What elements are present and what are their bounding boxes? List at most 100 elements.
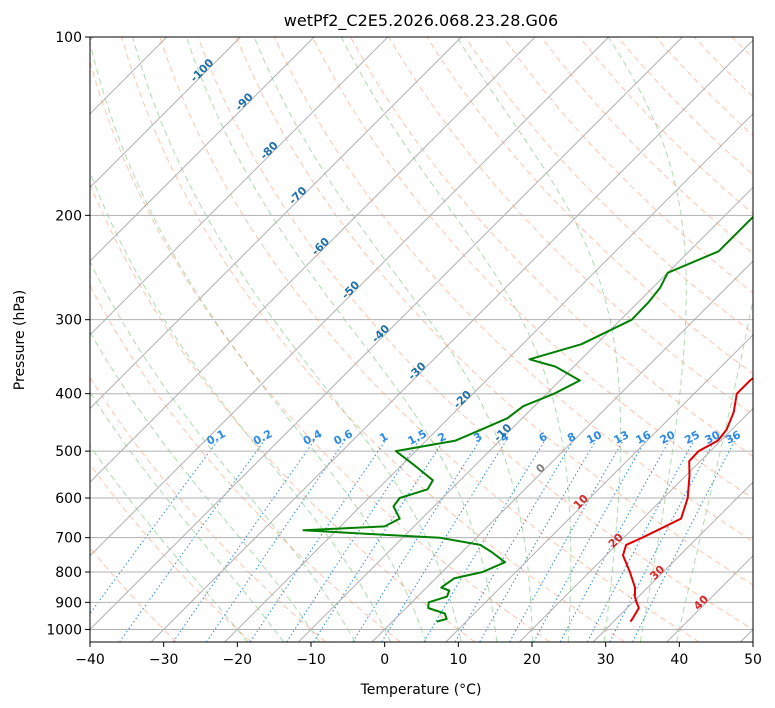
- mixing-ratio-line: [205, 440, 346, 642]
- isotherm-line: [592, 481, 753, 642]
- mixing-ratio-label: 1: [377, 430, 390, 445]
- dry-adiabat: [617, 37, 753, 176]
- dry-adiabat: [90, 60, 551, 642]
- isotherm-line: [666, 555, 753, 642]
- mixing-ratio-line: [533, 440, 646, 642]
- dry-adiabat: [655, 37, 753, 137]
- isotherm-label: 30: [647, 563, 667, 583]
- mixing-ratio-line: [172, 440, 315, 642]
- isotherm-label: -90: [233, 90, 256, 113]
- mixing-ratio-label: 10: [584, 428, 604, 447]
- isotherm-label: -50: [339, 278, 362, 301]
- moist-adiabat: [186, 37, 498, 642]
- isotherm-label: -40: [369, 322, 392, 345]
- temperature-profile-line: [622, 376, 753, 623]
- moist-adiabat: [90, 330, 320, 642]
- plot-frame: [89, 36, 754, 643]
- isotherm-line: [519, 407, 753, 642]
- mixing-ratio-label: 13: [612, 428, 632, 447]
- y-axis-label: Pressure (hPa): [12, 290, 28, 390]
- dry-adiabats: [90, 37, 753, 642]
- y-tick-label: 400: [55, 387, 82, 403]
- isotherm-line: [90, 37, 462, 410]
- isotherm-label: -20: [451, 388, 474, 411]
- isotherm-label: 40: [691, 592, 711, 612]
- y-axis-ticks: 100 200 300 400 500 600 700 800 900 1000: [46, 30, 90, 638]
- mixing-ratio-line: [586, 440, 695, 642]
- x-axis-ticks: −40 −30 −20 −10 0 10 20 30 40 50: [75, 642, 762, 668]
- dry-adiabat: [90, 182, 476, 642]
- mixing-ratio-line: [90, 440, 219, 615]
- x-tick-label: 30: [597, 652, 615, 668]
- y-tick-label: 300: [55, 313, 82, 329]
- mixing-ratio-line: [119, 440, 265, 642]
- y-tick-label: 100: [55, 30, 82, 46]
- y-tick-label: 600: [55, 491, 82, 507]
- isotherm-line: [371, 260, 753, 642]
- moist-adiabat: [608, 37, 687, 642]
- moist-adiabat: [676, 296, 753, 642]
- plot-area: 0.1 0.2 0.4 0.6 1 1.5 2 3 4 6 8 10 13 16 20 25 30 36-100-…: [90, 37, 753, 642]
- isotherm-line: [90, 37, 389, 336]
- isotherm-line: [445, 334, 753, 642]
- moist-adiabat: [253, 37, 533, 642]
- mixing-ratio-line: [479, 440, 597, 642]
- isotherm-line: [740, 628, 753, 642]
- mixing-ratio-label: 0.1: [204, 427, 227, 448]
- dry-adiabat: [197, 37, 753, 630]
- moist-adiabat: [340, 37, 572, 642]
- moist-adiabat: [90, 40, 427, 642]
- dry-adiabat: [388, 37, 753, 416]
- y-tick-label: 700: [55, 531, 82, 547]
- isotherm-line: [298, 186, 753, 642]
- mixing-ratio-label: 0.2: [251, 427, 274, 448]
- dry-adiabat: [159, 37, 700, 642]
- x-tick-label: 20: [523, 652, 541, 668]
- dry-adiabat: [90, 376, 327, 642]
- isotherm-line: [90, 37, 536, 483]
- x-tick-label: −40: [75, 652, 105, 668]
- x-tick-label: 10: [449, 652, 467, 668]
- dry-adiabat: [502, 37, 753, 294]
- mixing-ratio-line: [381, 440, 507, 642]
- dry-adiabat: [464, 37, 753, 334]
- mixing-ratio-label: 20: [658, 428, 678, 447]
- dry-adiabat: [311, 37, 753, 500]
- dry-adiabat: [90, 463, 252, 642]
- isobar-gridlines: [90, 37, 753, 630]
- mixing-ratio-label: 0.6: [332, 427, 356, 448]
- mixing-ratio-label: 3: [472, 430, 485, 445]
- isotherm-label: 10: [571, 492, 591, 512]
- x-tick-label: 50: [744, 652, 762, 668]
- x-tick-label: 0: [380, 652, 389, 668]
- dry-adiabat: [273, 37, 753, 543]
- mixing-ratio-line: [249, 440, 386, 642]
- x-tick-label: −30: [149, 652, 179, 668]
- dry-adiabat: [693, 37, 753, 98]
- mixing-ratio-line: [509, 440, 624, 642]
- mixing-ratio-line: [632, 440, 736, 642]
- x-tick-label: −20: [223, 652, 253, 668]
- moist-adiabat: [90, 260, 356, 642]
- isotherm-line: [90, 37, 241, 189]
- isotherms: [90, 37, 753, 642]
- mixing-ratio-line: [313, 440, 445, 642]
- moist-adiabats: [90, 37, 753, 642]
- isotherm-line: [90, 37, 610, 557]
- dry-adiabat: [90, 284, 401, 642]
- mixing-ratio-label: 16: [634, 428, 654, 447]
- moist-adiabat: [90, 171, 391, 642]
- moist-adiabat: [456, 37, 622, 642]
- moist-adiabat: [90, 445, 248, 642]
- isotherm-label: 20: [606, 530, 626, 550]
- mixing-ratio-label: 30: [703, 428, 723, 447]
- y-tick-label: 200: [55, 208, 82, 224]
- x-axis-label: Temperature (°C): [360, 682, 482, 698]
- dry-adiabat: [541, 37, 753, 254]
- mixing-ratio-label: 0.4: [301, 427, 325, 448]
- dry-adiabat: [350, 37, 753, 458]
- y-tick-label: 900: [55, 595, 82, 611]
- moist-adiabat: [132, 37, 462, 642]
- dry-adiabat: [235, 37, 753, 586]
